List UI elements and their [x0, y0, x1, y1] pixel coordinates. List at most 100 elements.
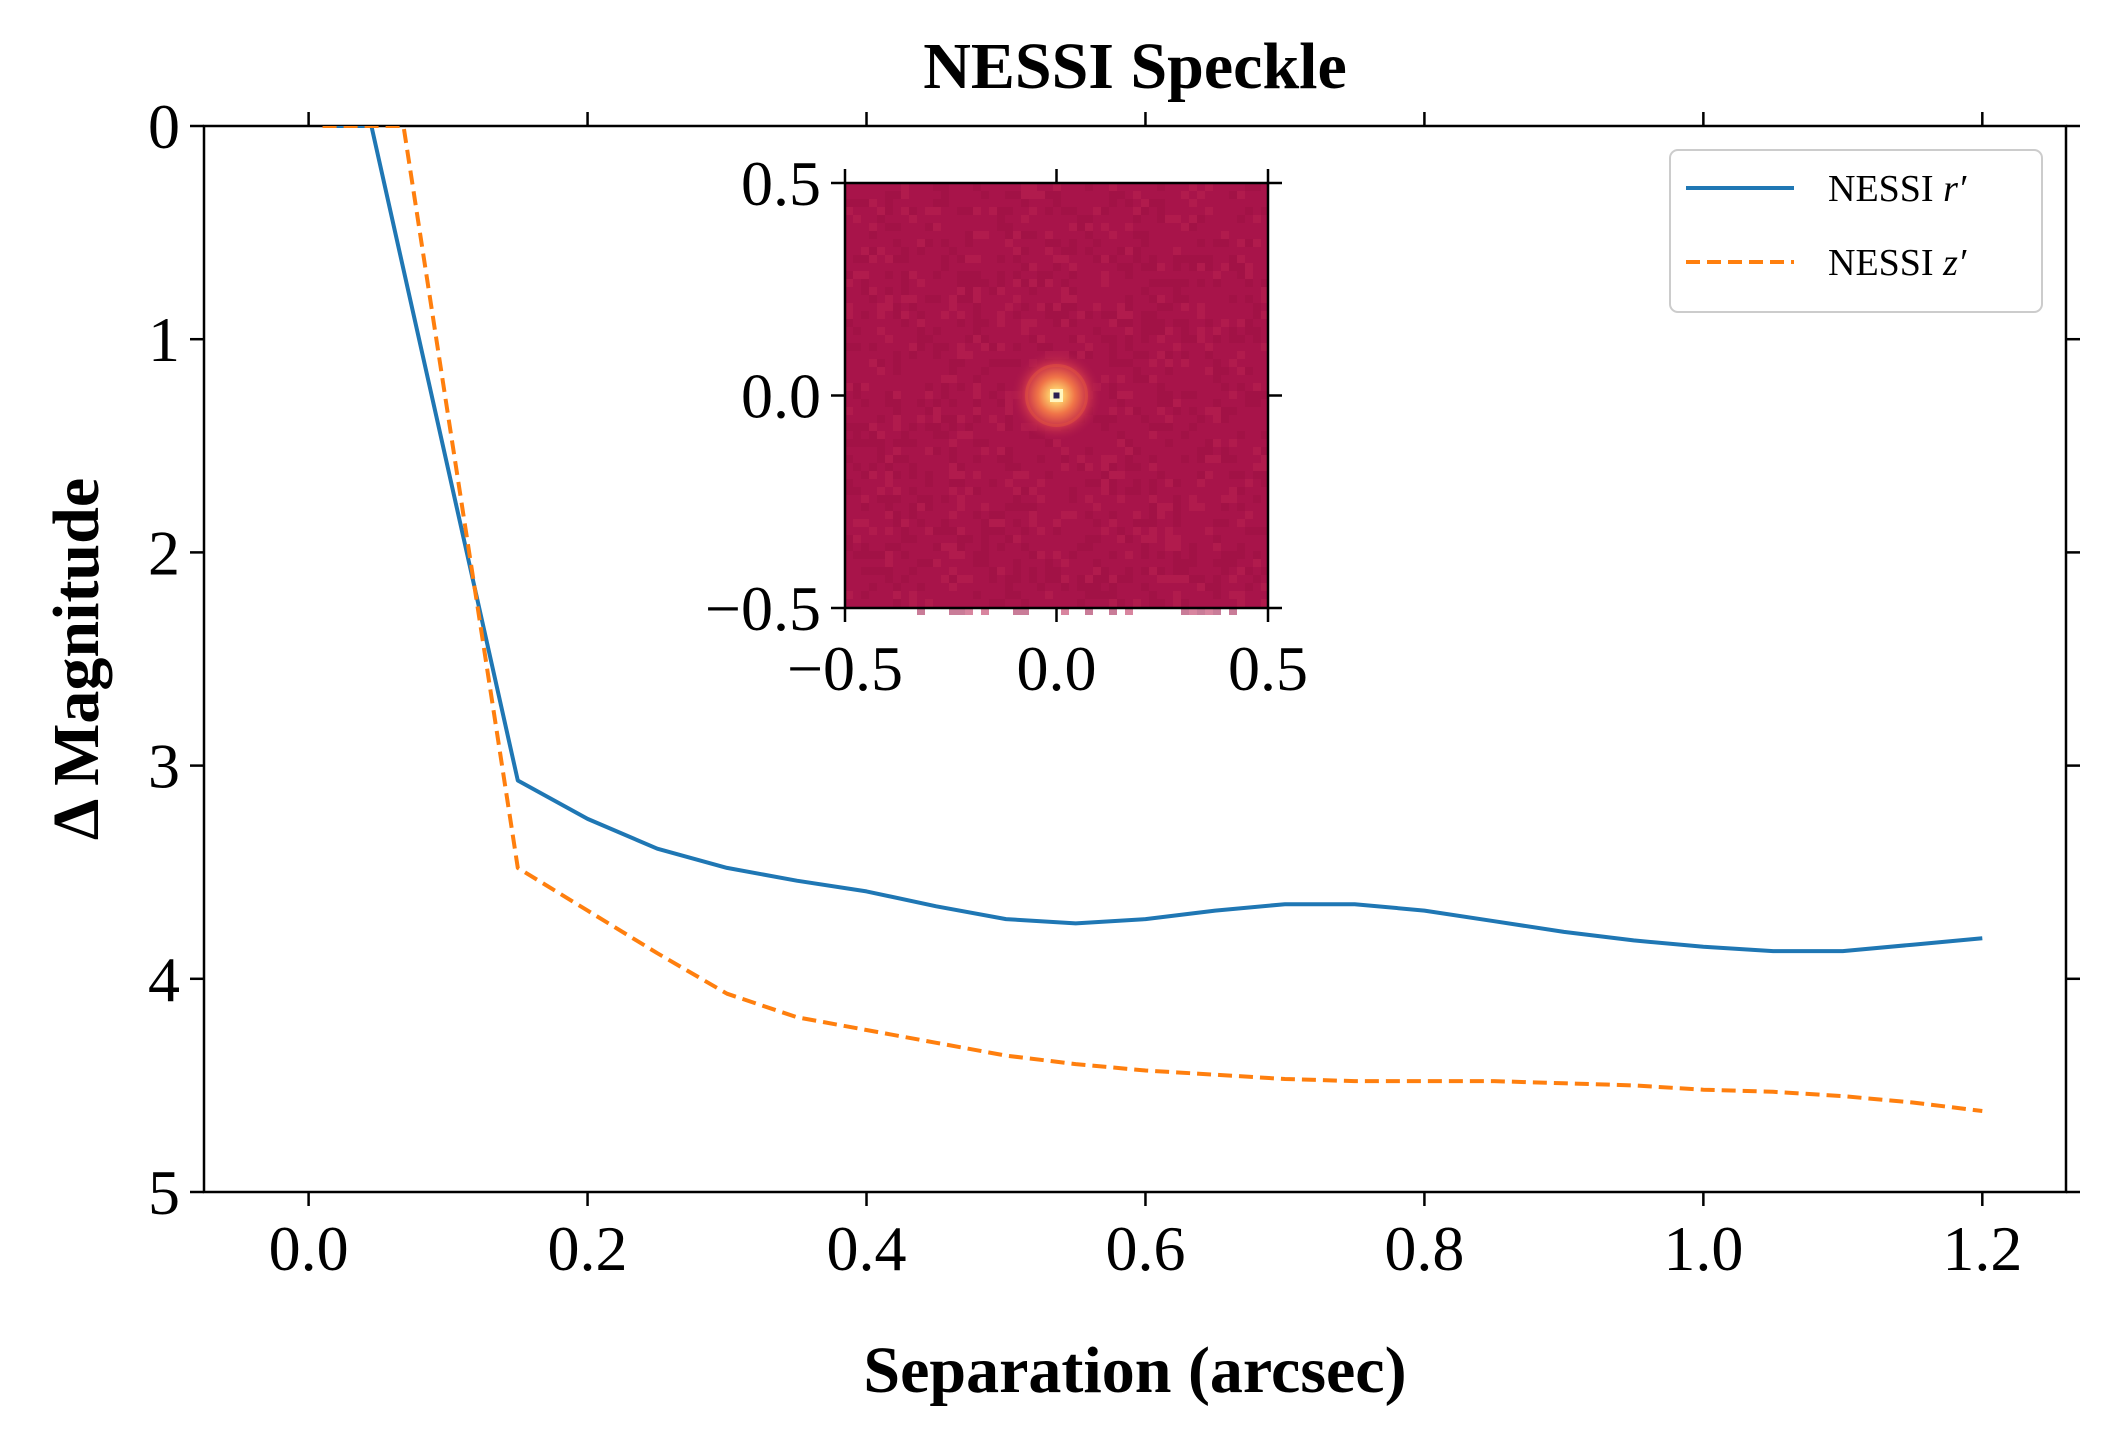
speckle-pixel [893, 191, 901, 199]
speckle-pixel [1093, 207, 1101, 215]
speckle-pixel [1205, 471, 1213, 479]
speckle-pixel [1245, 567, 1253, 575]
speckle-pixel [957, 319, 965, 327]
speckle-pixel [1221, 447, 1229, 455]
speckle-pixel [1261, 479, 1269, 487]
speckle-pixel [1229, 359, 1237, 367]
speckle-pixel [1197, 335, 1205, 343]
speckle-pixel [893, 583, 901, 591]
inset-speckle-noise [845, 183, 1269, 615]
speckle-pixel [901, 295, 909, 303]
speckle-pixel [1061, 583, 1069, 591]
speckle-pixel [1077, 215, 1085, 223]
speckle-pixel [861, 591, 869, 599]
speckle-pixel [949, 575, 957, 583]
speckle-pixel [1085, 247, 1093, 255]
speckle-pixel [957, 575, 965, 583]
speckle-pixel [901, 439, 909, 447]
speckle-pixel [1045, 303, 1053, 311]
speckle-pixel [949, 399, 957, 407]
speckle-pixel [1125, 311, 1133, 319]
speckle-pixel [893, 303, 901, 311]
speckle-pixel [1205, 455, 1213, 463]
speckle-pixel [1109, 511, 1117, 519]
inset-source-ring [1025, 364, 1088, 427]
speckle-pixel [1101, 479, 1109, 487]
speckle-pixel [1245, 207, 1253, 215]
speckle-pixel [1237, 191, 1245, 199]
inset-y-ticks: −0.5 0.0 0.5 [705, 148, 1282, 644]
speckle-pixel [1085, 223, 1093, 231]
speckle-pixel [869, 255, 877, 263]
speckle-pixel [1117, 439, 1125, 447]
speckle-pixel [1141, 375, 1149, 383]
speckle-pixel [901, 551, 909, 559]
speckle-pixel [1189, 223, 1197, 231]
speckle-pixel [1125, 575, 1133, 583]
speckle-pixel [1117, 599, 1125, 607]
speckle-pixel [925, 447, 933, 455]
speckle-pixel [1077, 543, 1085, 551]
speckle-pixel [1045, 567, 1053, 575]
speckle-pixel [989, 359, 997, 367]
speckle-pixel [949, 543, 957, 551]
speckle-pixel [973, 271, 981, 279]
speckle-pixel [1133, 367, 1141, 375]
speckle-pixel [957, 471, 965, 479]
speckle-pixel [917, 247, 925, 255]
speckle-pixel [1237, 519, 1245, 527]
speckle-pixel [949, 295, 957, 303]
speckle-pixel [1253, 447, 1261, 455]
speckle-pixel [1253, 335, 1261, 343]
speckle-pixel [925, 503, 933, 511]
speckle-pixel [1037, 479, 1045, 487]
speckle-pixel [965, 607, 973, 615]
speckle-pixel [1069, 487, 1077, 495]
speckle-pixel [997, 543, 1005, 551]
speckle-pixel [1061, 287, 1069, 295]
speckle-pixel [1157, 575, 1165, 583]
speckle-pixel [933, 295, 941, 303]
series-layer [322, 126, 1983, 1113]
speckle-pixel [949, 247, 957, 255]
speckle-pixel [965, 271, 973, 279]
speckle-pixel [1053, 303, 1061, 311]
speckle-pixel [941, 415, 949, 423]
speckle-pixel [973, 375, 981, 383]
speckle-pixel [1221, 407, 1229, 415]
speckle-pixel [949, 455, 957, 463]
speckle-pixel [1189, 423, 1197, 431]
speckle-pixel [1157, 399, 1165, 407]
speckle-pixel [1253, 559, 1261, 567]
speckle-pixel [957, 415, 965, 423]
speckle-pixel [1029, 231, 1037, 239]
speckle-pixel [941, 263, 949, 271]
speckle-pixel [893, 495, 901, 503]
speckle-pixel [861, 287, 869, 295]
speckle-pixel [1213, 359, 1221, 367]
speckle-pixel [1205, 607, 1213, 615]
speckle-pixel [925, 335, 933, 343]
speckle-pixel [1021, 199, 1029, 207]
inset-y-tick-label: −0.5 [705, 573, 821, 644]
speckle-pixel [1157, 599, 1165, 607]
speckle-pixel [1093, 575, 1101, 583]
speckle-pixel [1253, 183, 1261, 191]
speckle-pixel [1213, 535, 1221, 543]
speckle-pixel [909, 207, 917, 215]
speckle-pixel [877, 303, 885, 311]
speckle-pixel [1173, 255, 1181, 263]
speckle-pixel [1221, 319, 1229, 327]
speckle-pixel [869, 431, 877, 439]
speckle-pixel [845, 423, 853, 431]
inset-y-tick-label: 0.0 [741, 361, 821, 432]
speckle-pixel [1005, 207, 1013, 215]
speckle-pixel [869, 343, 877, 351]
speckle-pixel [1045, 311, 1053, 319]
speckle-pixel [1085, 463, 1093, 471]
speckle-pixel [957, 431, 965, 439]
speckle-pixel [1173, 287, 1181, 295]
speckle-pixel [941, 495, 949, 503]
speckle-pixel [933, 447, 941, 455]
